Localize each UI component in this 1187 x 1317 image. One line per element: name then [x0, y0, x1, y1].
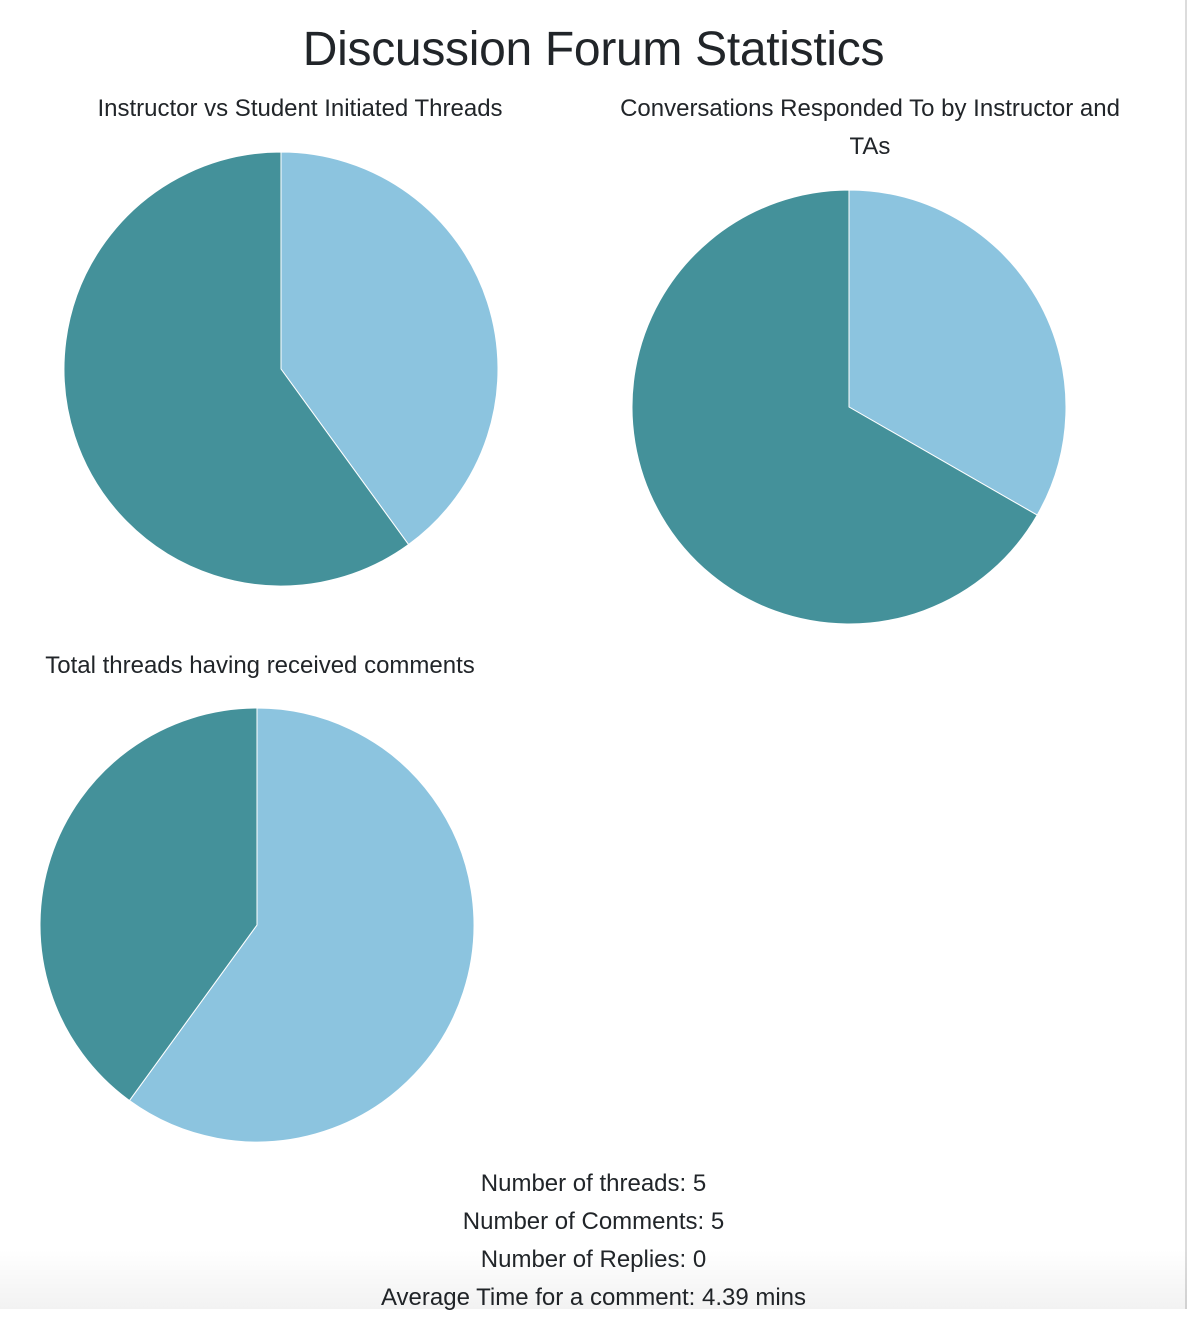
pie-slice-2-0[interactable] — [128, 707, 475, 1143]
pie-threads-with-comments — [39, 707, 475, 1143]
stats-summary: Number of threads: 5 Number of Comments:… — [0, 1165, 1187, 1317]
stat-average-time: Average Time for a comment: 4.39 mins — [380, 1284, 807, 1311]
chart-title-instructor-vs-student: Instructor vs Student Initiated Threads — [97, 95, 503, 122]
pie-slice-0-1[interactable] — [63, 151, 410, 587]
page-right-border — [1185, 0, 1187, 1309]
chart-title-conversations-responded: Conversations Responded To by Instructor… — [620, 95, 1120, 160]
stat-comments: Number of Comments: 5 — [462, 1208, 725, 1235]
chart-title-threads-with-comments: Total threads having received comments — [45, 652, 475, 679]
pie-slice-2-1[interactable] — [39, 707, 258, 1102]
stat-threads: Number of threads: 5 — [480, 1170, 707, 1197]
pie-slice-1-0[interactable] — [848, 189, 1067, 516]
stat-replies: Number of Replies: 0 — [480, 1246, 707, 1273]
pie-slice-0-0[interactable] — [280, 151, 499, 546]
pie-instructor-vs-student — [63, 151, 499, 587]
pie-slice-1-1[interactable] — [631, 189, 1038, 625]
pie-conversations-responded — [631, 189, 1067, 625]
page-title: Discussion Forum Statistics — [302, 23, 885, 76]
